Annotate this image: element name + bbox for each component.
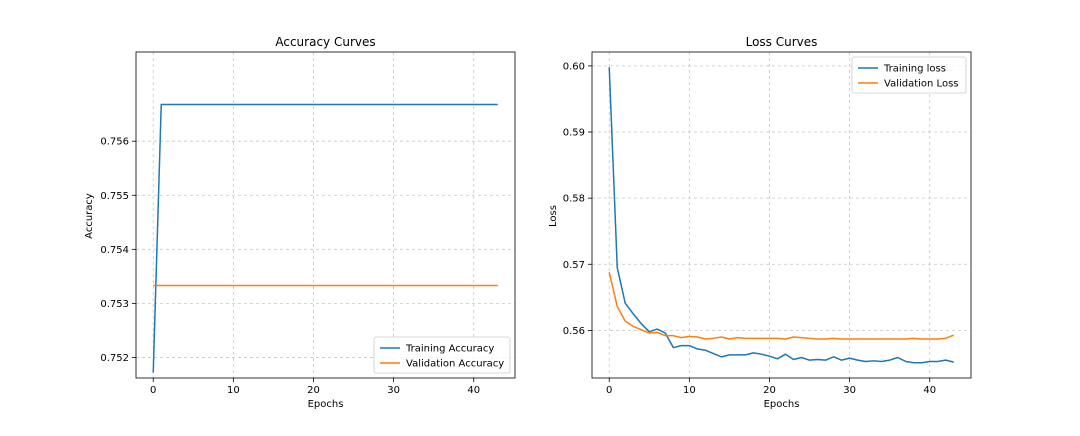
y-tick-label: 0.755 <box>100 191 129 202</box>
y-tick-label: 0.754 <box>100 245 129 256</box>
legend-label: Validation Loss <box>884 79 959 90</box>
chart-title: Accuracy Curves <box>275 35 375 49</box>
y-tick-label: 0.756 <box>100 137 129 148</box>
legend-box <box>373 336 511 374</box>
x-tick-label: 30 <box>843 385 856 396</box>
legend-label: Training loss <box>883 64 946 75</box>
x-tick-label: 20 <box>763 385 776 396</box>
x-tick-label: 10 <box>683 385 696 396</box>
x-tick-label: 0 <box>150 385 156 396</box>
y-tick-label: 0.752 <box>100 353 129 364</box>
plot-frame <box>591 51 972 379</box>
legend-label: Training Accuracy <box>405 344 494 355</box>
series-line-1 <box>152 103 498 373</box>
chart-title: Loss Curves <box>746 35 818 49</box>
series-line-1 <box>608 67 954 364</box>
series-line-2 <box>608 272 955 340</box>
y-axis-label: Loss <box>548 205 559 227</box>
x-tick-label: 30 <box>387 385 400 396</box>
x-tick-label: 20 <box>307 385 320 396</box>
legend-box <box>851 56 967 94</box>
y-tick-label: 0.58 <box>563 194 585 205</box>
x-tick-label: 0 <box>606 385 612 396</box>
y-axis-label: Accuracy <box>84 193 95 239</box>
y-tick-label: 0.753 <box>100 299 129 310</box>
legend-label: Validation Accuracy <box>406 359 504 370</box>
x-tick-label: 10 <box>227 385 240 396</box>
x-axis-label: Epochs <box>764 399 800 410</box>
y-tick-label: 0.56 <box>563 326 585 337</box>
plot-frame <box>135 51 516 379</box>
legend: Training loss Validation Loss <box>851 56 967 94</box>
accuracy-chart: Accuracy Curves Epochs Accuracy 0 10 20 30 4… <box>84 35 516 410</box>
legend: Training Accuracy Validation Accuracy <box>373 336 511 374</box>
x-tick-label: 40 <box>467 385 480 396</box>
y-tick-label: 0.59 <box>563 128 585 139</box>
x-tick-label: 40 <box>923 385 936 396</box>
x-axis-label: Epochs <box>308 399 344 410</box>
y-tick-label: 0.60 <box>563 61 585 72</box>
loss-chart: Loss Curves Epochs Loss 0 10 20 30 40 0.56 0.5… <box>548 35 972 410</box>
y-tick-label: 0.57 <box>563 260 585 271</box>
